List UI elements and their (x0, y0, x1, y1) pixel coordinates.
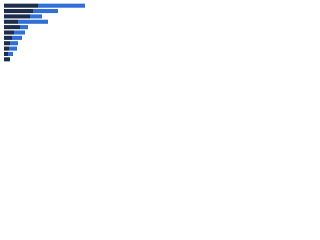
bar-segment (4, 9, 33, 14)
bar-segment (4, 30, 14, 35)
bar-segment (18, 19, 48, 24)
bar-segment (9, 46, 17, 51)
bar-segment (4, 19, 18, 24)
bar-segment (12, 35, 22, 40)
bar-segment (4, 14, 30, 19)
bar-segment (8, 51, 13, 56)
bar-segment (4, 41, 10, 46)
bar-segment (10, 41, 18, 46)
bar-segment (4, 35, 12, 40)
bar-segment (14, 30, 25, 35)
bar-segment (4, 57, 10, 62)
bar-segment (20, 25, 28, 30)
bar-segment (4, 25, 20, 30)
bar-segment (38, 3, 85, 8)
bar-segment (4, 46, 9, 51)
bar-segment (30, 14, 42, 19)
bar-segment (33, 9, 58, 14)
bar-segment (4, 51, 8, 56)
chart (4, 3, 85, 62)
bar-segment (4, 3, 38, 8)
